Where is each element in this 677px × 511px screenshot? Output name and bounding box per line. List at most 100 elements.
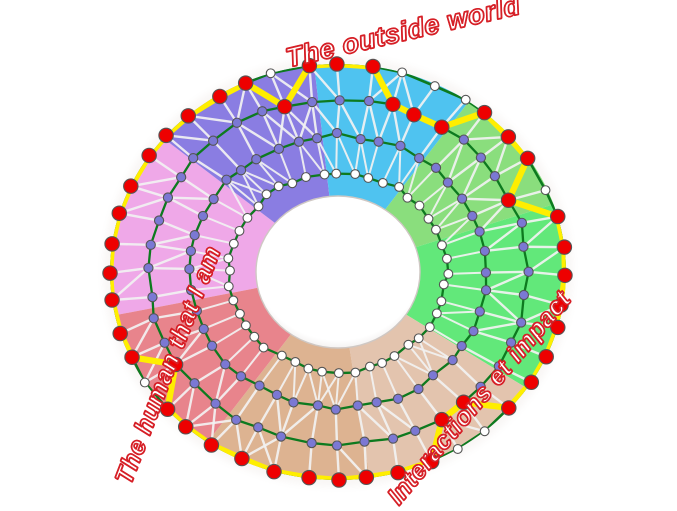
node-large-red [237,75,254,91]
node-mid-violet [518,241,529,252]
spoke-edge [188,267,230,288]
spoke-edge [445,249,486,260]
sector-tan-dark [207,334,370,480]
node-small-white [377,177,388,188]
spoke-edge [428,326,463,348]
spoke-edge [446,156,483,184]
node-large-red [358,469,375,485]
spoke-edge [440,230,481,247]
spoke-edge [407,343,435,377]
node-small-white [276,350,287,361]
node-large-red [406,106,422,123]
node-mid-violet [468,325,479,337]
spoke-edge [292,360,297,404]
spoke-edge [151,288,193,299]
node-mid-violet [480,285,492,296]
node-small-white [430,224,441,235]
node-mid-violet [143,262,154,274]
spoke-edge [434,197,464,231]
spoke-edge [240,169,268,196]
node-small-white [139,377,150,388]
spoke-edge [460,174,497,200]
node-mid-violet [479,245,491,257]
node-mid-violet [220,359,231,370]
node-small-white [303,363,314,374]
spoke-edge [310,404,320,445]
node-mid-violet [331,440,343,451]
node-large-red [365,58,381,75]
spoke-edge [225,178,260,208]
spoke-edge [478,221,524,233]
node-small-white [225,265,235,276]
node-large-red [549,208,566,225]
node-small-white [249,331,260,342]
node-small-white [429,81,440,92]
node-large-red [423,453,440,470]
node-small-white [290,356,301,367]
spoke-edge [435,312,475,333]
node-mid-violet [148,313,159,324]
node-mid-violet [147,291,158,303]
node-large-red [123,178,139,194]
node-large-red [523,374,540,391]
node-small-white [363,173,374,183]
node-mid-violet [363,95,375,107]
spoke-edge [149,233,196,247]
spoke-edge [316,137,326,176]
node-large-red [553,297,569,313]
node-mid-violet [467,210,478,222]
spoke-edge [396,397,417,433]
spoke-edge [460,156,483,200]
node-small-white [350,367,361,378]
spoke-edge [483,245,525,253]
spoke-edge [393,355,420,390]
node-large-red [180,108,197,124]
node-mid-violet [288,397,299,408]
node-large-red [556,239,573,255]
spoke-edge [188,267,231,272]
node-small-white [228,295,239,306]
node-mid-violet [306,437,317,449]
spoke-edge [129,175,183,188]
node-small-white [424,322,435,333]
node-small-white [234,225,245,236]
spoke-edge [310,100,339,135]
spoke-edge [225,178,268,196]
node-large-red [158,127,174,144]
node-small-white [333,368,344,379]
node-mid-violet [235,371,247,382]
node-large-red [455,394,472,411]
node-small-white [223,253,234,264]
spoke-edge [434,214,474,231]
node-large-red [112,325,128,342]
node-large-red [159,401,176,417]
node-mid-violet [184,263,195,275]
node-mid-violet [518,289,530,301]
node-mid-violet [456,193,468,204]
node-mid-violet [189,230,200,241]
spoke-edge [149,243,193,253]
node-mid-violet [206,340,218,351]
node-small-white [253,201,264,212]
spoke-edge [316,137,338,175]
spoke-edge [202,312,241,330]
node-large-red [301,469,317,486]
spoke-edge [434,138,466,170]
node-large-red [329,56,345,72]
spoke-edge [279,401,295,438]
node-large-red [234,450,250,467]
spoke-edge [157,219,196,237]
spoke-edge [335,132,338,175]
spoke-edge [338,99,362,141]
node-mid-violet [271,389,283,401]
node-mid-violet [505,337,517,348]
node-small-white [438,279,449,290]
node-large-red [500,129,517,145]
spoke-edge [484,289,523,324]
node-mid-violet [474,306,485,317]
node-small-white [242,212,253,223]
spoke-edge [484,270,530,274]
spoke-edge [240,169,260,208]
spoke-edge [235,121,281,151]
